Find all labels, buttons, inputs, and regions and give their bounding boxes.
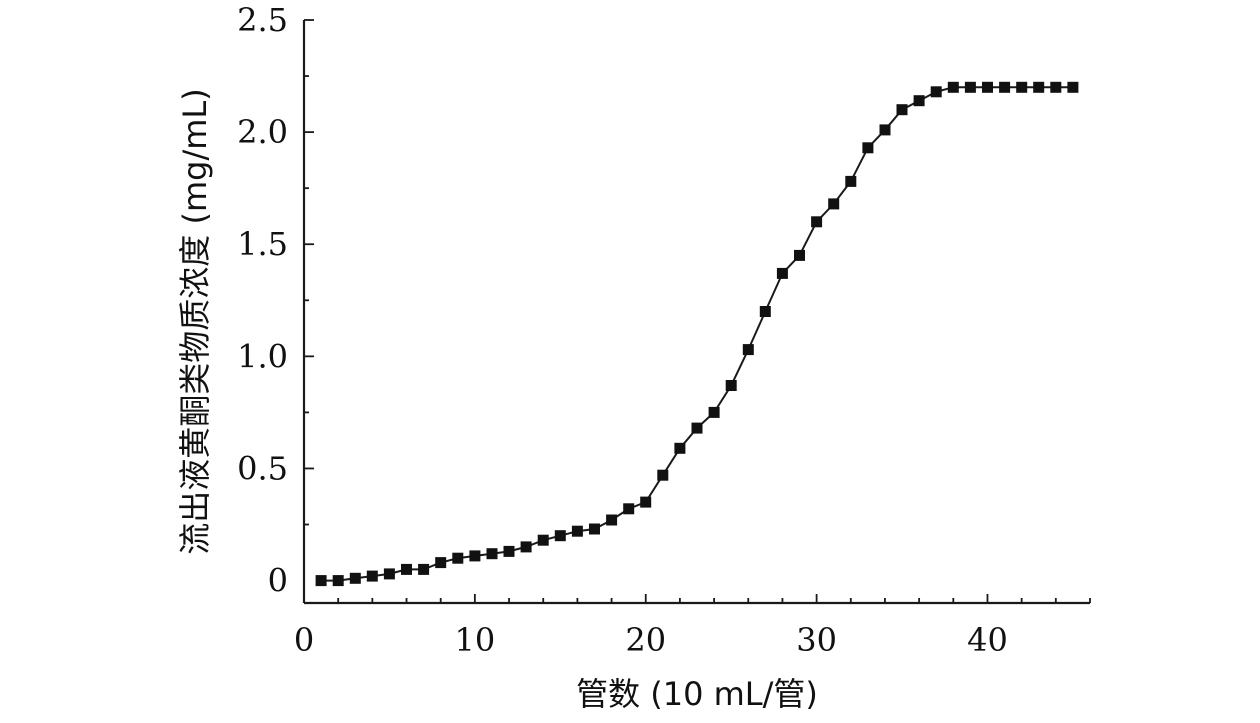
series-layer (315, 81, 1079, 587)
y-tick-label: 1.5 (237, 225, 288, 263)
y-tick-label: 2.5 (237, 1, 288, 39)
data-point (725, 380, 737, 391)
data-point (930, 86, 942, 98)
data-point (640, 496, 652, 508)
data-point (315, 575, 327, 587)
x-tick-label: 10 (455, 621, 496, 659)
x-axis-label: 管数 (10 mL/管) (576, 675, 818, 713)
data-point (623, 503, 635, 515)
data-point (401, 563, 412, 575)
data-point (1016, 81, 1028, 93)
data-point (1033, 81, 1045, 93)
data-point (503, 545, 515, 557)
data-point (486, 548, 498, 560)
y-tick-label: 2.0 (237, 113, 288, 151)
y-tick-label: 1.0 (237, 337, 288, 375)
data-point (1050, 81, 1062, 93)
data-point (964, 81, 976, 93)
x-tick-label: 20 (625, 621, 666, 659)
data-point (862, 142, 874, 154)
data-point (383, 568, 395, 580)
data-point (999, 81, 1011, 93)
data-point (1067, 81, 1079, 93)
data-point (469, 550, 481, 562)
data-point (366, 570, 378, 582)
x-tick-label: 30 (796, 621, 837, 659)
data-point (982, 81, 993, 93)
data-point (794, 249, 805, 261)
data-point (537, 534, 549, 546)
axes (302, 20, 1090, 605)
data-point (657, 469, 669, 481)
data-point (879, 124, 891, 136)
data-point (418, 563, 430, 575)
data-point (896, 104, 908, 116)
ticks: 0 10 20 30 40 0 0.5 1.0 1.5 2.0 2.5 (237, 1, 1091, 659)
y-axis-label: 流出液黄酮类物质浓度 (mg/mL) (176, 88, 214, 554)
data-point (759, 306, 771, 317)
x-tick-label: 40 (967, 621, 1008, 659)
x-tick-label: 0 (294, 621, 314, 659)
data-point (554, 530, 566, 542)
data-point (913, 95, 925, 107)
data-point (452, 552, 464, 564)
data-point (691, 422, 703, 434)
data-point (332, 575, 344, 587)
data-point (589, 523, 600, 535)
data-point (349, 572, 361, 584)
data-point (606, 514, 618, 526)
data-point (828, 198, 840, 210)
data-point (776, 267, 788, 279)
data-point (571, 525, 583, 537)
data-point (674, 442, 686, 454)
data-point (811, 216, 823, 228)
series-line (321, 86, 1073, 582)
data-point (435, 557, 447, 569)
data-point (845, 175, 857, 187)
data-point (742, 344, 754, 356)
y-tick-label: 0.5 (237, 449, 288, 487)
data-point (520, 541, 532, 553)
data-point (947, 81, 959, 93)
data-point (708, 406, 720, 418)
y-tick-label: 0 (268, 562, 288, 600)
